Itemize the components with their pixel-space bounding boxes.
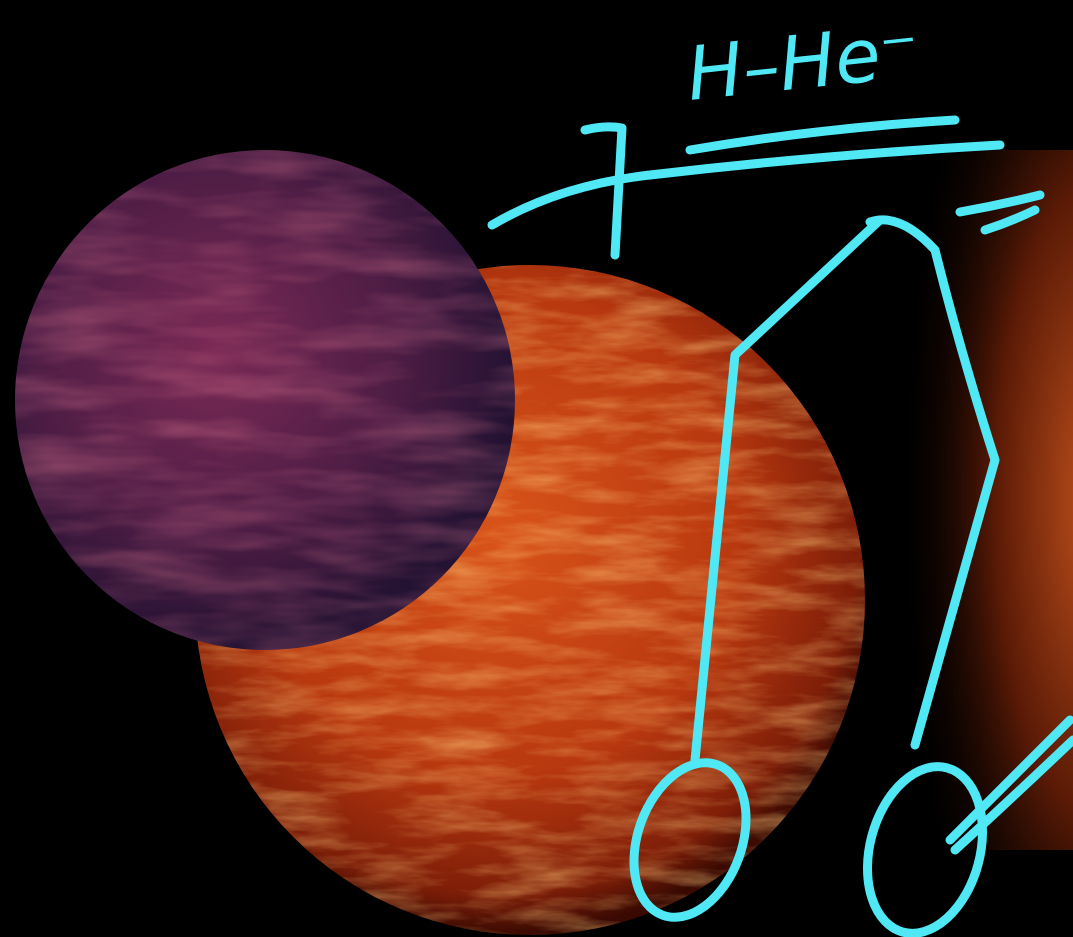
purple-brown-dwarf <box>15 150 515 650</box>
distant-star-glow <box>850 150 1073 850</box>
